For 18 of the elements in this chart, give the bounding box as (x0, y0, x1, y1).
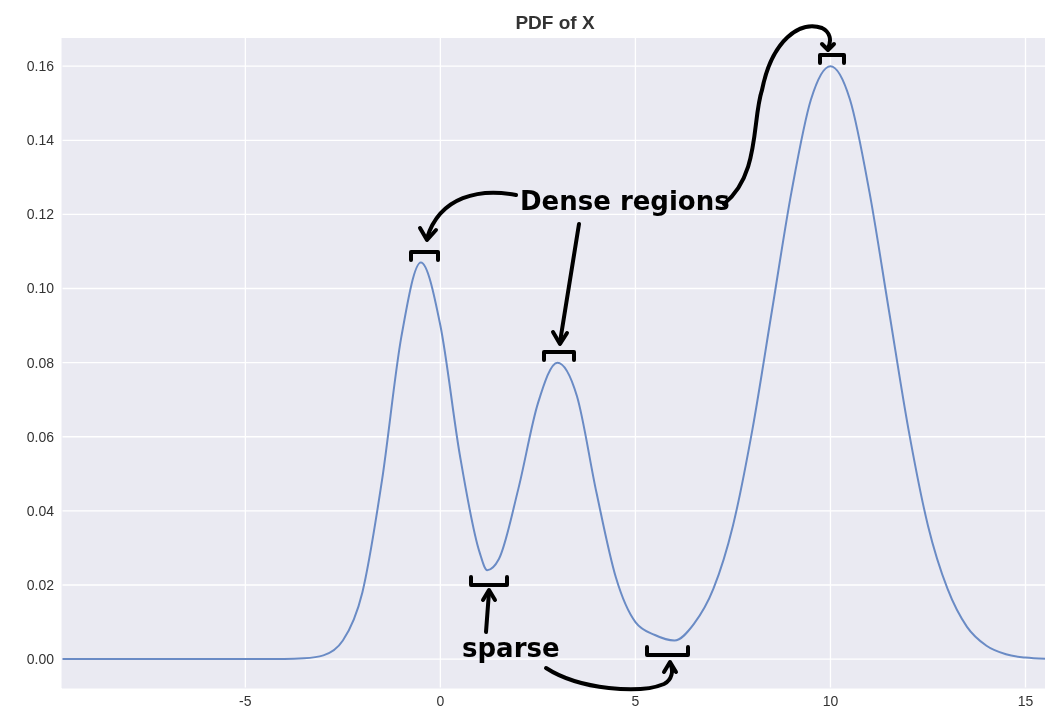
line-series (62, 65, 1045, 661)
y-tick-label: 0.00 (26, 651, 55, 668)
x-tick-label: 15 (1017, 692, 1034, 709)
x-tick-label: 5 (631, 692, 640, 709)
annotation: Dense regions (520, 186, 730, 216)
y-tick-label: 0.14 (26, 132, 55, 149)
annotation: sparse (462, 633, 560, 663)
x-tick-label: 0 (436, 692, 445, 709)
y-tick-label: 0.16 (26, 58, 55, 75)
x-tick-label: -5 (239, 692, 252, 709)
y-tick-label: 0.02 (26, 576, 55, 593)
x-tick-label: 10 (822, 692, 839, 709)
y-tick-label: 0.10 (26, 280, 55, 297)
y-tick-label: 0.12 (26, 206, 55, 223)
y-tick-label: 0.08 (26, 354, 55, 371)
y-tick-label: 0.04 (26, 502, 55, 519)
y-tick-label: 0.06 (26, 428, 55, 445)
chart-title: PDF of X (514, 12, 596, 34)
